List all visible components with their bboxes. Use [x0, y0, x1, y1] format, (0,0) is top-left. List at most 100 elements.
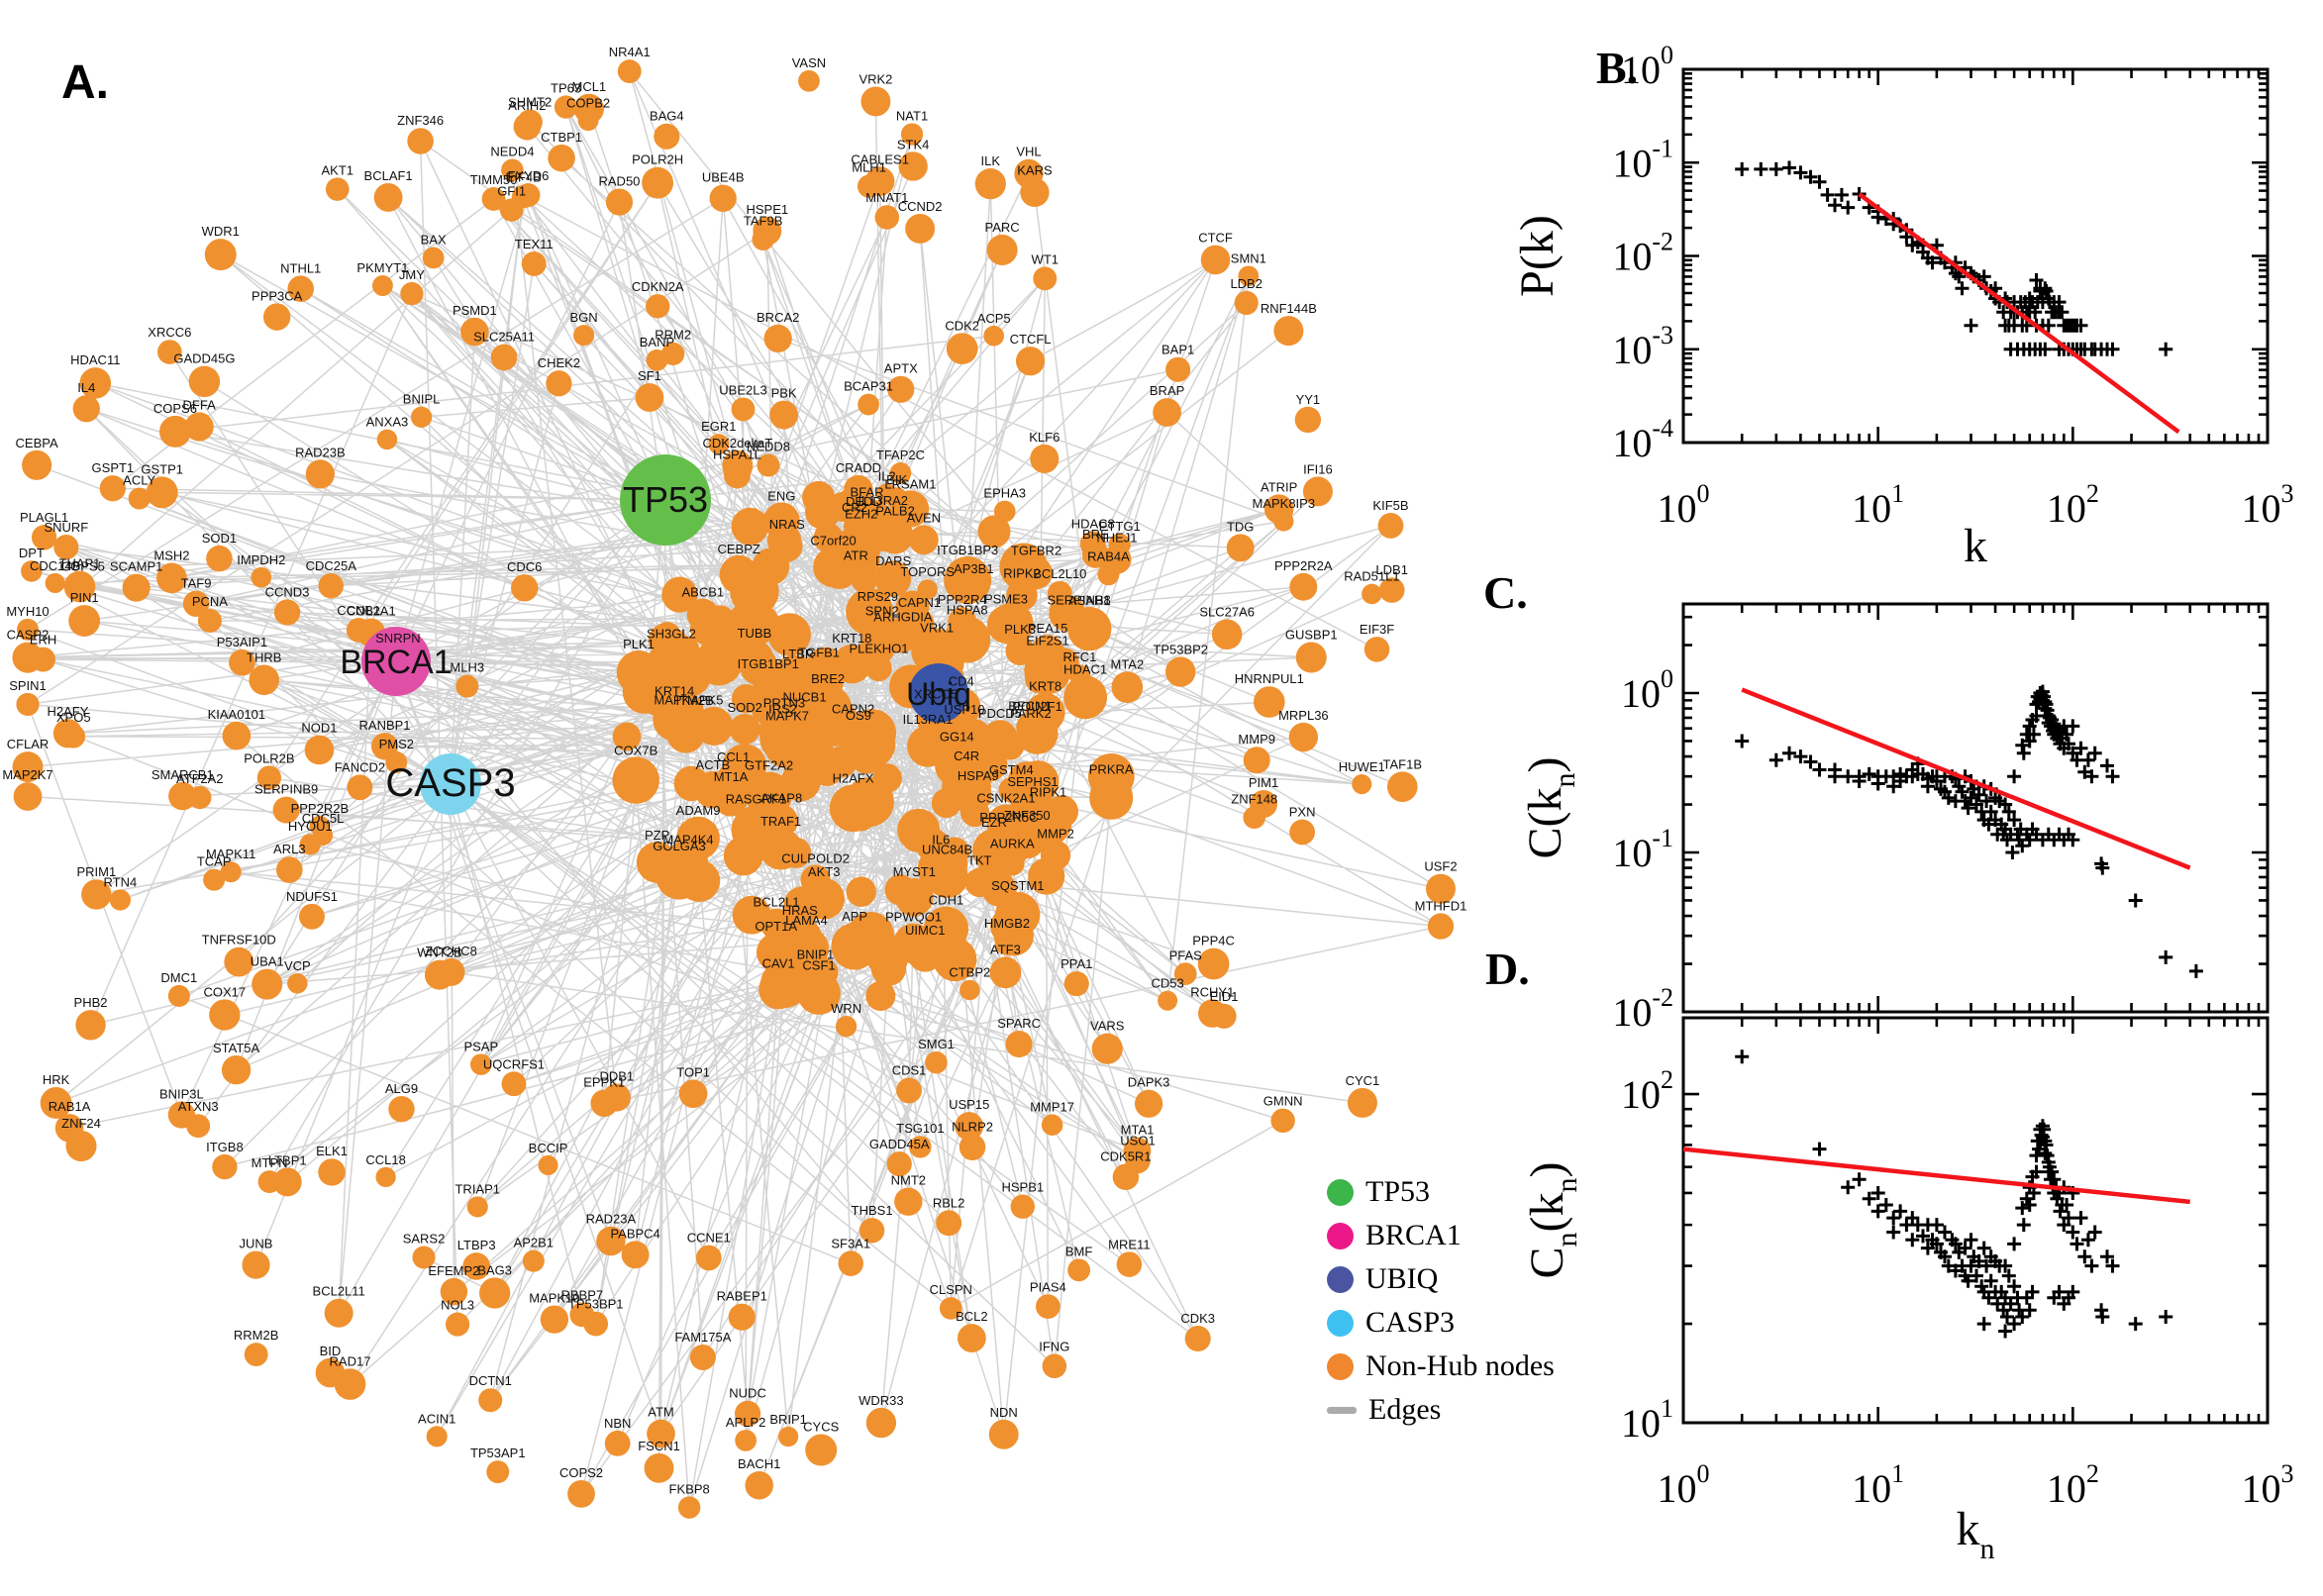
network-node: [1081, 541, 1109, 568]
network-node: [1087, 752, 1135, 800]
network-node: [689, 612, 723, 646]
node-label: GFI1: [497, 183, 526, 198]
node-label: H2AFY: [48, 704, 89, 719]
node-label: EIF3F: [1360, 622, 1394, 637]
network-graph: IL13RA1 CSF1 C4R IL13RA2 PZP ADAM9 TGFB1 TGFBR2…: [2, 45, 1466, 1519]
node-label: ATRIP: [1261, 479, 1297, 494]
network-node: [212, 1153, 238, 1180]
network-node: [793, 735, 836, 777]
node-label: CCL18: [365, 1152, 405, 1167]
node-label: BGN: [569, 310, 597, 325]
node-label: BCL2L11: [313, 1284, 365, 1299]
node-label: TRAF1: [760, 814, 801, 829]
node-label: EZR: [981, 815, 1007, 830]
network-node: [805, 1434, 838, 1466]
legend-item-casp3: CASP3: [1327, 1301, 1555, 1345]
network-node: [315, 1357, 346, 1388]
network-node: [499, 198, 524, 222]
node-label: VCP: [284, 958, 311, 973]
node-label: MMP9: [1238, 732, 1275, 747]
node-label: DARS: [875, 553, 911, 568]
network-node: [1295, 642, 1327, 673]
node-label: HUWE1: [1339, 759, 1385, 774]
node-label: PARC: [985, 220, 1020, 235]
network-node: [729, 713, 760, 745]
node-label: GTF2A2: [745, 758, 793, 773]
node-label: CDS1: [892, 1063, 927, 1078]
node-label: RTN4: [104, 874, 138, 889]
network-node: [1111, 671, 1144, 704]
node-label: RIPK2: [1003, 565, 1041, 580]
node-label: SMG1: [918, 1037, 955, 1051]
network-node: [79, 367, 112, 399]
network-node: [596, 1226, 626, 1256]
node-label: FXYD6: [507, 168, 549, 183]
node-label: RPS29: [858, 589, 898, 604]
node-label: VRK1: [920, 621, 954, 636]
axis-ticks-C: [1681, 604, 2270, 1014]
network-node: [948, 607, 977, 637]
network-node: [887, 375, 915, 403]
node-label: NRAS: [769, 517, 805, 532]
node-label: SOD2: [727, 700, 761, 715]
tick-label: 101: [1852, 1459, 1904, 1511]
network-node: [723, 836, 763, 876]
network-node: [730, 566, 779, 617]
tick-label: 101: [1621, 1394, 1673, 1446]
network-node: [410, 406, 433, 428]
node-label: PLK3: [1004, 622, 1036, 637]
node-label: CTBP2: [949, 965, 990, 980]
network-node: [677, 1496, 701, 1519]
network-node: [538, 1154, 558, 1176]
node-label: HRAS: [782, 903, 818, 918]
tick-label: 100: [1658, 1459, 1710, 1511]
panel-b-label: B.: [1596, 43, 1639, 93]
node-label: ITGB1BP3: [937, 543, 998, 557]
node-label: TAF9: [181, 576, 212, 591]
node-label: BAG3: [477, 1262, 512, 1277]
network-node: [1289, 819, 1316, 846]
node-label: C7orf20: [810, 533, 856, 548]
node-label: MAP2K7: [2, 767, 52, 782]
network-node: [642, 166, 674, 199]
node-label: BRCA2: [757, 310, 799, 325]
node-label: VASN: [792, 55, 826, 70]
legend-item-tp53: TP53: [1327, 1170, 1555, 1214]
legend-label: UBIQ: [1365, 1262, 1439, 1295]
node-label: GADD45G: [173, 351, 235, 366]
network-node: [1234, 290, 1259, 316]
node-label: WRN: [831, 1001, 861, 1016]
node-label: COX17: [203, 984, 246, 999]
node-label: HMGB2: [984, 916, 1030, 931]
node-label: GSPT1: [92, 460, 135, 475]
node-label: BRE: [1082, 527, 1109, 542]
node-label: IL2: [878, 468, 896, 483]
node-label: TGFB1: [798, 646, 840, 660]
network-node: [1427, 913, 1455, 940]
network-node: [522, 1249, 545, 1272]
network-node: [440, 1277, 468, 1306]
network-node: [422, 247, 445, 269]
node-label: BCLAF1: [364, 168, 413, 183]
node-label: BCCIP: [529, 1141, 568, 1155]
node-label: PIAS4: [1030, 1279, 1066, 1294]
network-node: [894, 1187, 923, 1216]
network-node: [1068, 664, 1091, 686]
node-label: PKMYT1: [356, 260, 408, 275]
node-label: ADAM9: [676, 803, 721, 818]
node-label: MMP17: [1030, 1099, 1074, 1114]
node-label: HSPE1: [746, 202, 788, 217]
network-node: [182, 590, 210, 617]
network-node: [1253, 686, 1285, 718]
node-label: ACLY: [123, 472, 155, 487]
hub-node-casp3: [420, 753, 481, 815]
node-label: TFAP2C: [876, 448, 925, 462]
network-node: [426, 1426, 448, 1447]
node-label: BECN1: [1008, 699, 1051, 714]
node-label: SOD1: [202, 531, 237, 546]
network-node: [722, 744, 767, 788]
node-label: ZCCHC8: [425, 944, 477, 958]
tick-label: 10-4: [1612, 414, 1673, 465]
